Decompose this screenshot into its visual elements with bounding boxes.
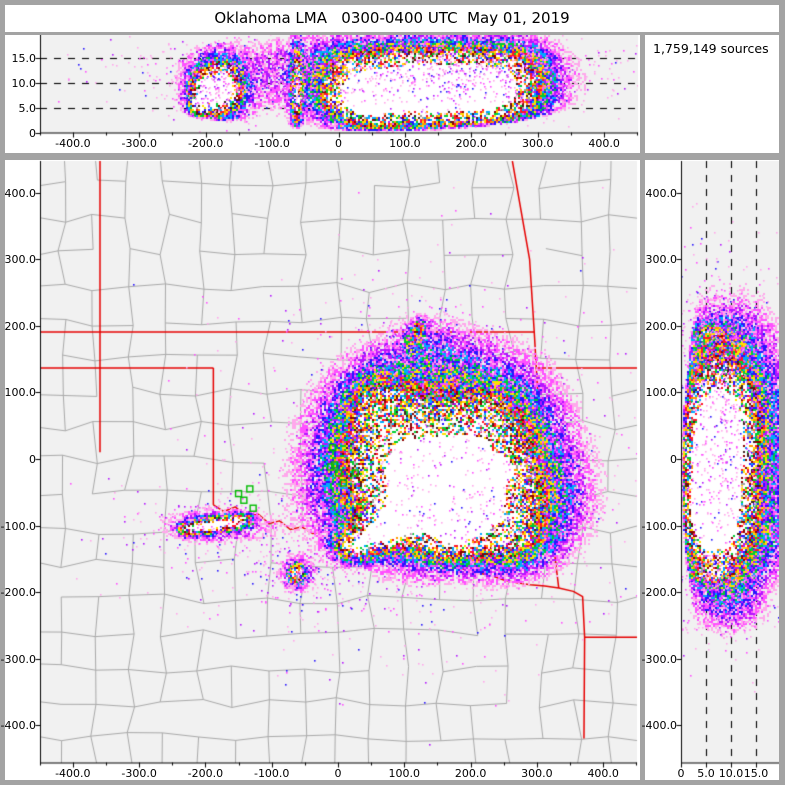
plot-title: Oklahoma LMA 0300-0400 UTC May 01, 2019 bbox=[214, 9, 570, 27]
plan-y-tick-label: 400.0 bbox=[4, 186, 37, 200]
ns-x-tick-label: 15.0 bbox=[743, 767, 769, 780]
ew-x-tick-label: 0 bbox=[335, 137, 342, 150]
ns-y-tick-label: -100.0 bbox=[641, 519, 677, 533]
plan-y-tick-label: -100.0 bbox=[0, 519, 36, 533]
plan-y-tick-label: 300.0 bbox=[4, 253, 37, 267]
plan-y-tick-label: 200.0 bbox=[4, 319, 37, 333]
plan-y-tick-label: -200.0 bbox=[0, 586, 36, 600]
ew-x-tick-label: -300.0 bbox=[121, 137, 157, 150]
ew-y-tick-label: 0 bbox=[29, 127, 36, 140]
ns-y-tick-label: -300.0 bbox=[641, 652, 677, 666]
plan-x-tick-label: 300.0 bbox=[521, 767, 553, 780]
plan-x-tick-label: -200.0 bbox=[187, 767, 224, 780]
plan-x-tick-label: -300.0 bbox=[121, 767, 157, 780]
ew-x-tick-label: -400.0 bbox=[55, 137, 91, 150]
ns-y-tick-label: 400.0 bbox=[645, 186, 678, 200]
ns-x-tick-label: 5.0 bbox=[697, 767, 715, 780]
plan-view-panel: -400.0 -300.0 -200.0 -100.0 0 100.0 200.0 300.0… bbox=[1, 160, 640, 780]
ew-y-tick-label: 10.0 bbox=[11, 77, 37, 90]
ew-x-tick-label: 100.0 bbox=[389, 137, 421, 150]
plan-x-tick-label: -100.0 bbox=[253, 767, 290, 780]
ew-x-tick-label: -100.0 bbox=[254, 137, 290, 150]
plan-y-tick-label: -300.0 bbox=[0, 652, 36, 666]
ns-y-tick-label: 200.0 bbox=[645, 319, 678, 333]
title-bar: Oklahoma LMA 0300-0400 UTC May 01, 2019 bbox=[5, 5, 779, 32]
ew-x-tick-label: 200.0 bbox=[455, 137, 488, 150]
ew-x-tick-label: 400.0 bbox=[588, 137, 620, 150]
ns-x-tick-label: 10.0 bbox=[718, 767, 744, 780]
plan-y-tick-label: 100.0 bbox=[4, 386, 37, 400]
ns-y-tick-label: -400.0 bbox=[641, 719, 677, 733]
plan-x-tick-label: 200.0 bbox=[454, 767, 487, 780]
plan-x-tick-label: 0 bbox=[334, 767, 342, 780]
plan-x-tick-label: 100.0 bbox=[388, 767, 421, 780]
ns-y-tick-label: 0 bbox=[670, 453, 677, 466]
altitude-ns-panel: 0 5.0 10.0 15.0 400.0 300.0 200.0 100.0 0 -100.0 -… bbox=[642, 160, 779, 780]
sources-count-label: 1,759,149 sources bbox=[653, 41, 769, 56]
altitude-ew-plot-canvas[interactable] bbox=[5, 35, 640, 153]
plan-y-tick-label: 0 bbox=[29, 453, 36, 466]
plan-x-tick-label: 400.0 bbox=[587, 767, 619, 780]
ew-y-tick-label: 5.0 bbox=[18, 102, 37, 115]
plan-x-tick-label: -400.0 bbox=[55, 767, 91, 780]
ns-x-tick-label: 0 bbox=[677, 767, 685, 780]
altitude-ns-plot-canvas[interactable] bbox=[645, 160, 779, 780]
ew-x-tick-label: -200.0 bbox=[187, 137, 224, 150]
ns-y-tick-label: 100.0 bbox=[645, 386, 678, 400]
ns-y-tick-label: 300.0 bbox=[645, 253, 678, 267]
altitude-ew-panel: -400.0 -300.0 -200.0 -100.0 0 100.0 200.0 300.0… bbox=[5, 35, 640, 153]
ew-y-tick-label: 15.0 bbox=[11, 52, 37, 65]
sources-count-panel: 1,759,149 sources bbox=[645, 35, 779, 153]
plan-y-tick-label: -400.0 bbox=[0, 719, 36, 733]
plan-view-map-canvas[interactable] bbox=[5, 160, 640, 780]
ns-y-tick-label: -200.0 bbox=[641, 586, 677, 600]
ew-x-tick-label: 300.0 bbox=[521, 137, 554, 150]
